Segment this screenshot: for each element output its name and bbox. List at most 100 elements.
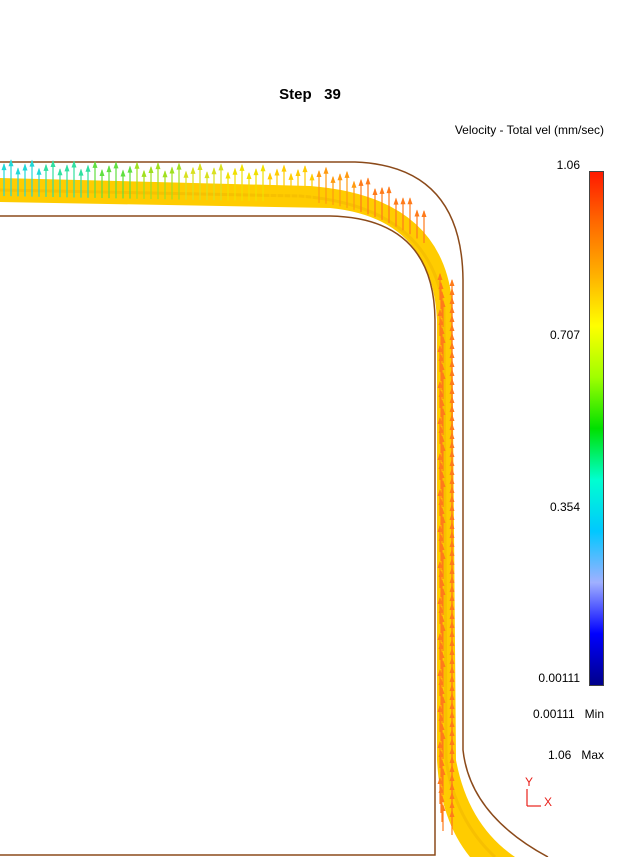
velocity-arrow-head (379, 186, 385, 194)
velocity-arrow-head (437, 525, 443, 532)
velocity-arrow-head (439, 507, 445, 514)
velocity-arrow-head (439, 795, 445, 802)
velocity-arrow-head (239, 163, 245, 171)
velocity-arrow-head (439, 471, 445, 478)
velocity-arrow-head (449, 693, 455, 700)
velocity-arrow-head (438, 678, 444, 685)
velocity-arrow-head (449, 531, 455, 538)
velocity-arrow-head (323, 166, 329, 174)
velocity-arrow-head (449, 594, 455, 601)
velocity-arrow-head (449, 495, 455, 502)
velocity-arrow-head (449, 729, 455, 736)
velocity-arrow-head (440, 696, 446, 703)
velocity-arrow-head (92, 160, 98, 168)
sheet-band (0, 178, 515, 857)
velocity-arrow-head (438, 750, 444, 757)
velocity-arrow-head (134, 161, 140, 169)
velocity-arrow-head (440, 804, 446, 811)
velocity-vector-field (1, 159, 455, 835)
velocity-arrow-head (351, 180, 357, 188)
velocity-arrow-head (344, 170, 350, 178)
velocity-arrow-head (309, 173, 315, 181)
velocity-arrow-head (437, 777, 443, 784)
velocity-arrow-head (440, 336, 446, 343)
velocity-arrow-head (449, 360, 455, 367)
velocity-arrow-head (449, 423, 455, 430)
velocity-arrow-head (439, 759, 445, 766)
velocity-arrow-head (438, 786, 444, 793)
step-label: Step (279, 86, 312, 103)
velocity-arrow-head (120, 169, 126, 177)
velocity-arrow-head (449, 783, 455, 790)
velocity-arrow-head (421, 210, 427, 218)
velocity-arrow-head (449, 720, 455, 727)
velocity-arrow-head (449, 441, 455, 448)
velocity-arrow-head (437, 273, 443, 280)
velocity-arrow-head (449, 486, 455, 493)
velocity-arrow-head (449, 630, 455, 637)
velocity-arrow-head (218, 163, 224, 171)
velocity-arrow-head (449, 351, 455, 358)
velocity-arrow-head (288, 172, 294, 180)
velocity-arrow-head (281, 164, 287, 172)
velocity-arrow-head (64, 164, 70, 172)
color-scale-bar (589, 171, 604, 686)
velocity-arrow-head (449, 522, 455, 529)
velocity-arrow-head (440, 624, 446, 631)
outer-die-outline (0, 161, 549, 857)
velocity-arrow-head (36, 167, 42, 175)
velocity-arrow-head (113, 161, 119, 169)
velocity-arrow-head (449, 315, 455, 322)
velocity-arrow-head (148, 166, 154, 174)
velocity-arrow-head (438, 318, 444, 325)
velocity-arrow-head (440, 408, 446, 415)
velocity-arrow-head (316, 169, 322, 177)
velocity-arrow-head (449, 297, 455, 304)
legend-title: Velocity - Total vel (mm/sec) (454, 123, 604, 137)
velocity-arrow-head (393, 197, 399, 205)
velocity-arrow-head (439, 327, 445, 334)
velocity-arrow-head (438, 282, 444, 289)
velocity-arrow-head (449, 711, 455, 718)
velocity-arrow-head (358, 178, 364, 186)
velocity-arrow-head (365, 177, 371, 185)
sheet-band-shade (0, 188, 497, 857)
velocity-arrow-head (449, 333, 455, 340)
velocity-arrow-head (437, 453, 443, 460)
velocity-arrow-head (437, 345, 443, 352)
velocity-arrow-head (439, 579, 445, 586)
step-indicator: Step 39 (0, 86, 620, 103)
velocity-arrow-head (449, 765, 455, 772)
velocity-arrow-head (449, 702, 455, 709)
velocity-arrow-head (439, 651, 445, 658)
velocity-arrow-head (438, 714, 444, 721)
velocity-arrow-head (71, 160, 77, 168)
velocity-arrow-head (1, 163, 7, 171)
min-value: 0.00111 (533, 707, 575, 721)
velocity-arrow-head (440, 480, 446, 487)
velocity-arrow-head (449, 576, 455, 583)
velocity-arrow-head (57, 168, 63, 176)
velocity-arrow-head (449, 513, 455, 520)
velocity-arrow-head (246, 171, 252, 179)
velocity-arrow-head (449, 279, 455, 286)
material-flow-band (0, 178, 515, 857)
velocity-arrow-head (337, 173, 343, 181)
velocity-arrow-head (449, 612, 455, 619)
velocity-arrow-head (449, 306, 455, 313)
velocity-arrow-head (15, 167, 21, 175)
velocity-arrow-head (274, 168, 280, 176)
velocity-arrow-head (449, 378, 455, 385)
velocity-arrow-head (440, 372, 446, 379)
velocity-arrow-head (22, 163, 28, 171)
velocity-arrow-head (449, 567, 455, 574)
velocity-arrow-head (183, 170, 189, 178)
velocity-arrow-head (449, 387, 455, 394)
legend-tick-max: 1.06 (556, 158, 580, 172)
velocity-arrow-head (8, 159, 14, 167)
velocity-arrow-head (440, 444, 446, 451)
velocity-arrow-head (449, 477, 455, 484)
velocity-arrow-head (440, 516, 446, 523)
velocity-arrow-head (211, 167, 217, 175)
velocity-arrow-head (439, 435, 445, 442)
